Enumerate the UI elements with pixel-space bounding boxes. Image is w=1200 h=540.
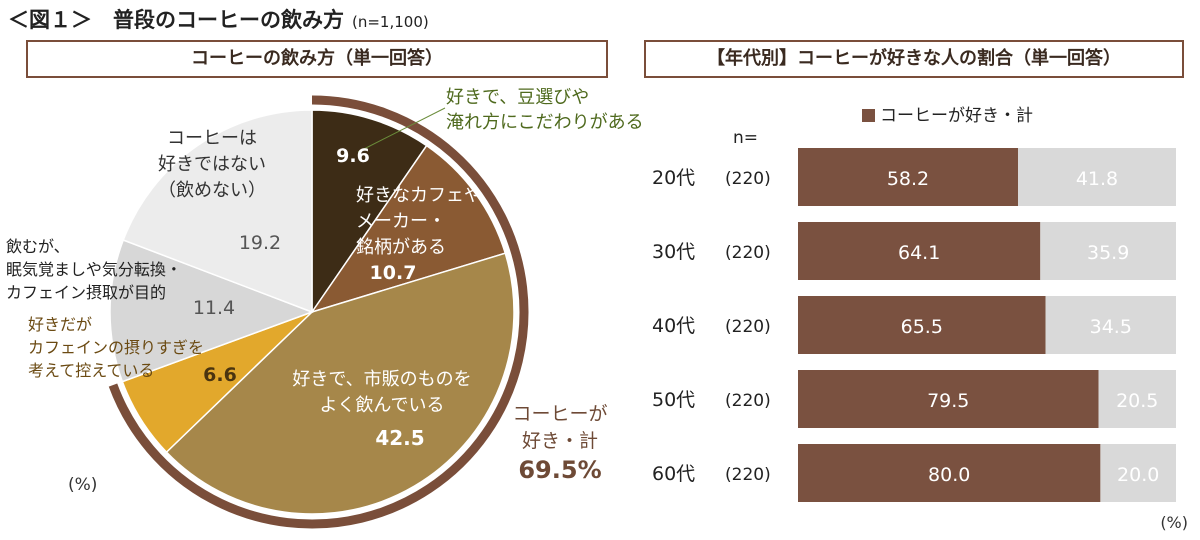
bar-like-3 <box>798 370 1099 428</box>
slice-label-3: カフェインの摂りすぎを <box>28 338 204 357</box>
n-value: (220) <box>725 243 771 263</box>
legend-label: コーヒーが好き・計 <box>880 106 1033 126</box>
n-value: (220) <box>725 391 771 411</box>
bar-like-4 <box>798 444 1101 502</box>
bar-like-value: 65.5 <box>901 316 943 338</box>
pie-slice-5 <box>122 109 313 314</box>
n-value: (220) <box>725 169 771 189</box>
summary-label: 好き・計 <box>522 430 598 452</box>
slice-label-0: 淹れ方にこだわりがある <box>446 112 644 133</box>
slice-value-0: 9.6 <box>336 145 370 167</box>
slice-value-3: 6.6 <box>203 364 237 386</box>
slice-label-5: コーヒーは <box>167 128 257 149</box>
bar-like-value: 58.2 <box>887 168 929 190</box>
slice-value-1: 10.7 <box>370 262 417 284</box>
bar-like-value: 64.1 <box>898 242 940 264</box>
summary-arc <box>108 95 529 529</box>
bar-rest-4 <box>1100 444 1176 502</box>
slice-label-3: 考えて控えている <box>28 361 154 380</box>
summary-value: 69.5% <box>518 456 601 484</box>
figure-title: ＜図１＞ 普段のコーヒーの飲み方 (n=1,100) <box>8 4 429 34</box>
bar-like-1 <box>798 222 1041 280</box>
bar-like-2 <box>798 296 1046 354</box>
category-label: 20代 <box>652 167 695 189</box>
pie-chart-title: コーヒーの飲み方（単一回答） <box>26 40 608 78</box>
bar-unit: (%) <box>1160 513 1188 532</box>
slice-label-0: 好きで、豆選びや <box>446 87 589 108</box>
slice-label-1: 好きなカフェや <box>356 185 482 206</box>
bar-rest-value: 41.8 <box>1076 168 1118 190</box>
slice-label-2: 好きで、市販のものを <box>292 369 471 390</box>
slice-label-1: 銘柄がある <box>356 237 446 258</box>
legend-swatch <box>862 109 875 122</box>
slice-label-5: （飲めない） <box>158 180 266 201</box>
category-label: 50代 <box>652 389 695 411</box>
slice-label-2: よく飲んでいる <box>319 395 444 416</box>
category-label: 60代 <box>652 463 695 485</box>
leader-line-0 <box>357 107 446 153</box>
category-label: 40代 <box>652 315 695 337</box>
bar-rest-value: 20.0 <box>1117 464 1159 486</box>
bar-rest-value: 35.9 <box>1087 242 1129 264</box>
bar-rest-2 <box>1045 296 1176 354</box>
bar-rest-3 <box>1098 370 1176 428</box>
figure-n-note: (n=1,100) <box>352 13 429 31</box>
slice-label-5: 好きではない <box>158 154 266 175</box>
category-label: 30代 <box>652 241 695 263</box>
bar-chart-title: 【年代別】コーヒーが好きな人の割合（単一回答） <box>644 40 1184 78</box>
bar-like-value: 79.5 <box>927 390 969 412</box>
bar-like-value: 80.0 <box>928 464 970 486</box>
n-header: n= <box>733 128 758 148</box>
pie-slice-4 <box>109 239 315 383</box>
slice-label-4: 眠気覚ましや気分転換・ <box>6 260 182 279</box>
slice-label-1: メーカー・ <box>356 211 446 232</box>
bar-rest-value: 34.5 <box>1090 316 1132 338</box>
figure-title-text: ＜図１＞ 普段のコーヒーの飲み方 <box>8 8 344 32</box>
slice-label-4: 飲むが、 <box>6 237 70 256</box>
bar-rest-1 <box>1040 222 1176 280</box>
bar-rest-value: 20.5 <box>1116 390 1158 412</box>
pie-unit: (%) <box>68 475 97 495</box>
slice-label-4: カフェイン摂取が目的 <box>6 283 166 302</box>
bar-rest-0 <box>1017 148 1176 206</box>
pie-slice-1 <box>310 144 507 314</box>
summary-label: コーヒーが <box>512 403 607 425</box>
bar-like-0 <box>798 148 1018 206</box>
slice-value-4: 11.4 <box>193 297 235 319</box>
pie-slice-0 <box>311 109 428 315</box>
n-value: (220) <box>725 317 771 337</box>
slice-label-3: 好きだが <box>28 315 92 334</box>
pie-slice-2 <box>165 252 515 515</box>
n-value: (220) <box>725 465 771 485</box>
slice-value-2: 42.5 <box>375 426 424 450</box>
slice-value-5: 19.2 <box>239 232 281 254</box>
